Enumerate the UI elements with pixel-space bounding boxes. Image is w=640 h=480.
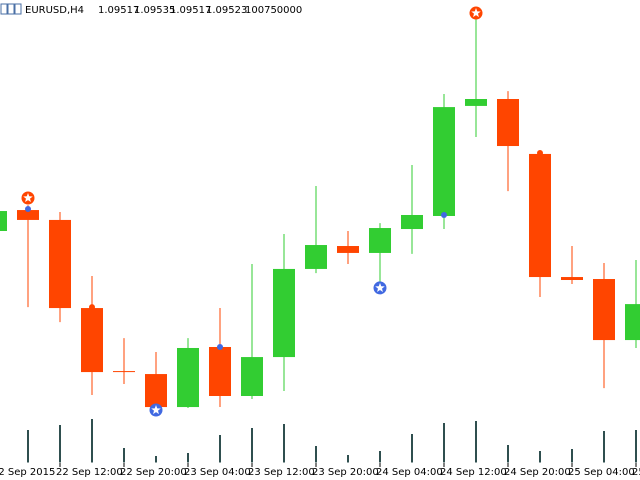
signal-dot <box>89 304 95 311</box>
ohlc-value: 1.09517 <box>98 5 139 16</box>
signal-dot <box>217 343 223 350</box>
candle-body <box>529 153 551 278</box>
signal-star <box>471 8 481 18</box>
signal-dot <box>441 211 447 218</box>
signal-star <box>151 405 161 415</box>
x-tick-label: 25 Sep 04:00 <box>568 467 635 478</box>
candle-body <box>625 304 640 341</box>
signal-dot <box>25 206 31 213</box>
candle-body <box>273 268 295 358</box>
icon <box>7 3 15 15</box>
candle-body <box>561 277 583 281</box>
candle-body <box>337 246 359 253</box>
icon <box>14 3 22 15</box>
candle-body <box>0 211 7 231</box>
candle-body <box>145 374 167 408</box>
candle-body <box>305 245 327 269</box>
candle-body <box>49 219 71 309</box>
candle-body <box>81 308 103 373</box>
signal-dot <box>537 149 543 156</box>
x-tick-label: 25 Sep 12:00 <box>632 467 640 478</box>
candle-body <box>241 357 263 396</box>
candle-body <box>593 279 615 341</box>
header: EURUSD,H4 1.09517 1.09535 1.09517 1.0952… <box>0 3 302 16</box>
x-tick-label: 23 Sep 20:00 <box>312 467 379 478</box>
candle-body <box>113 371 135 373</box>
candle-body <box>209 346 231 396</box>
x-tick-label: 22 Sep 12:00 <box>56 467 123 478</box>
candle-body <box>177 347 199 408</box>
candle-body <box>17 210 39 220</box>
x-tick-label: 24 Sep 12:00 <box>440 467 507 478</box>
x-tick-label: 24 Sep 04:00 <box>376 467 443 478</box>
volume-value: 100750000 <box>245 5 302 16</box>
ohlc-value: 1.09523 <box>206 5 247 16</box>
signal-star <box>375 282 385 292</box>
candle-body <box>433 107 455 216</box>
candle-body <box>369 228 391 253</box>
candle-body <box>401 214 423 230</box>
x-tick-label: 22 Sep 2015 <box>0 467 55 478</box>
x-tick-label: 23 Sep 12:00 <box>248 467 315 478</box>
icon <box>0 3 8 15</box>
signal-star <box>23 193 33 203</box>
x-tick-label: 24 Sep 20:00 <box>504 467 571 478</box>
symbol: EURUSD,H4 <box>25 5 84 16</box>
candle-body <box>465 99 487 106</box>
x-tick-label: 22 Sep 20:00 <box>120 467 187 478</box>
x-tick-label: 23 Sep 04:00 <box>184 467 251 478</box>
ohlc-value: 1.09535 <box>134 5 175 16</box>
candle-body <box>497 99 519 147</box>
ohlc-value: 1.09517 <box>170 5 211 16</box>
